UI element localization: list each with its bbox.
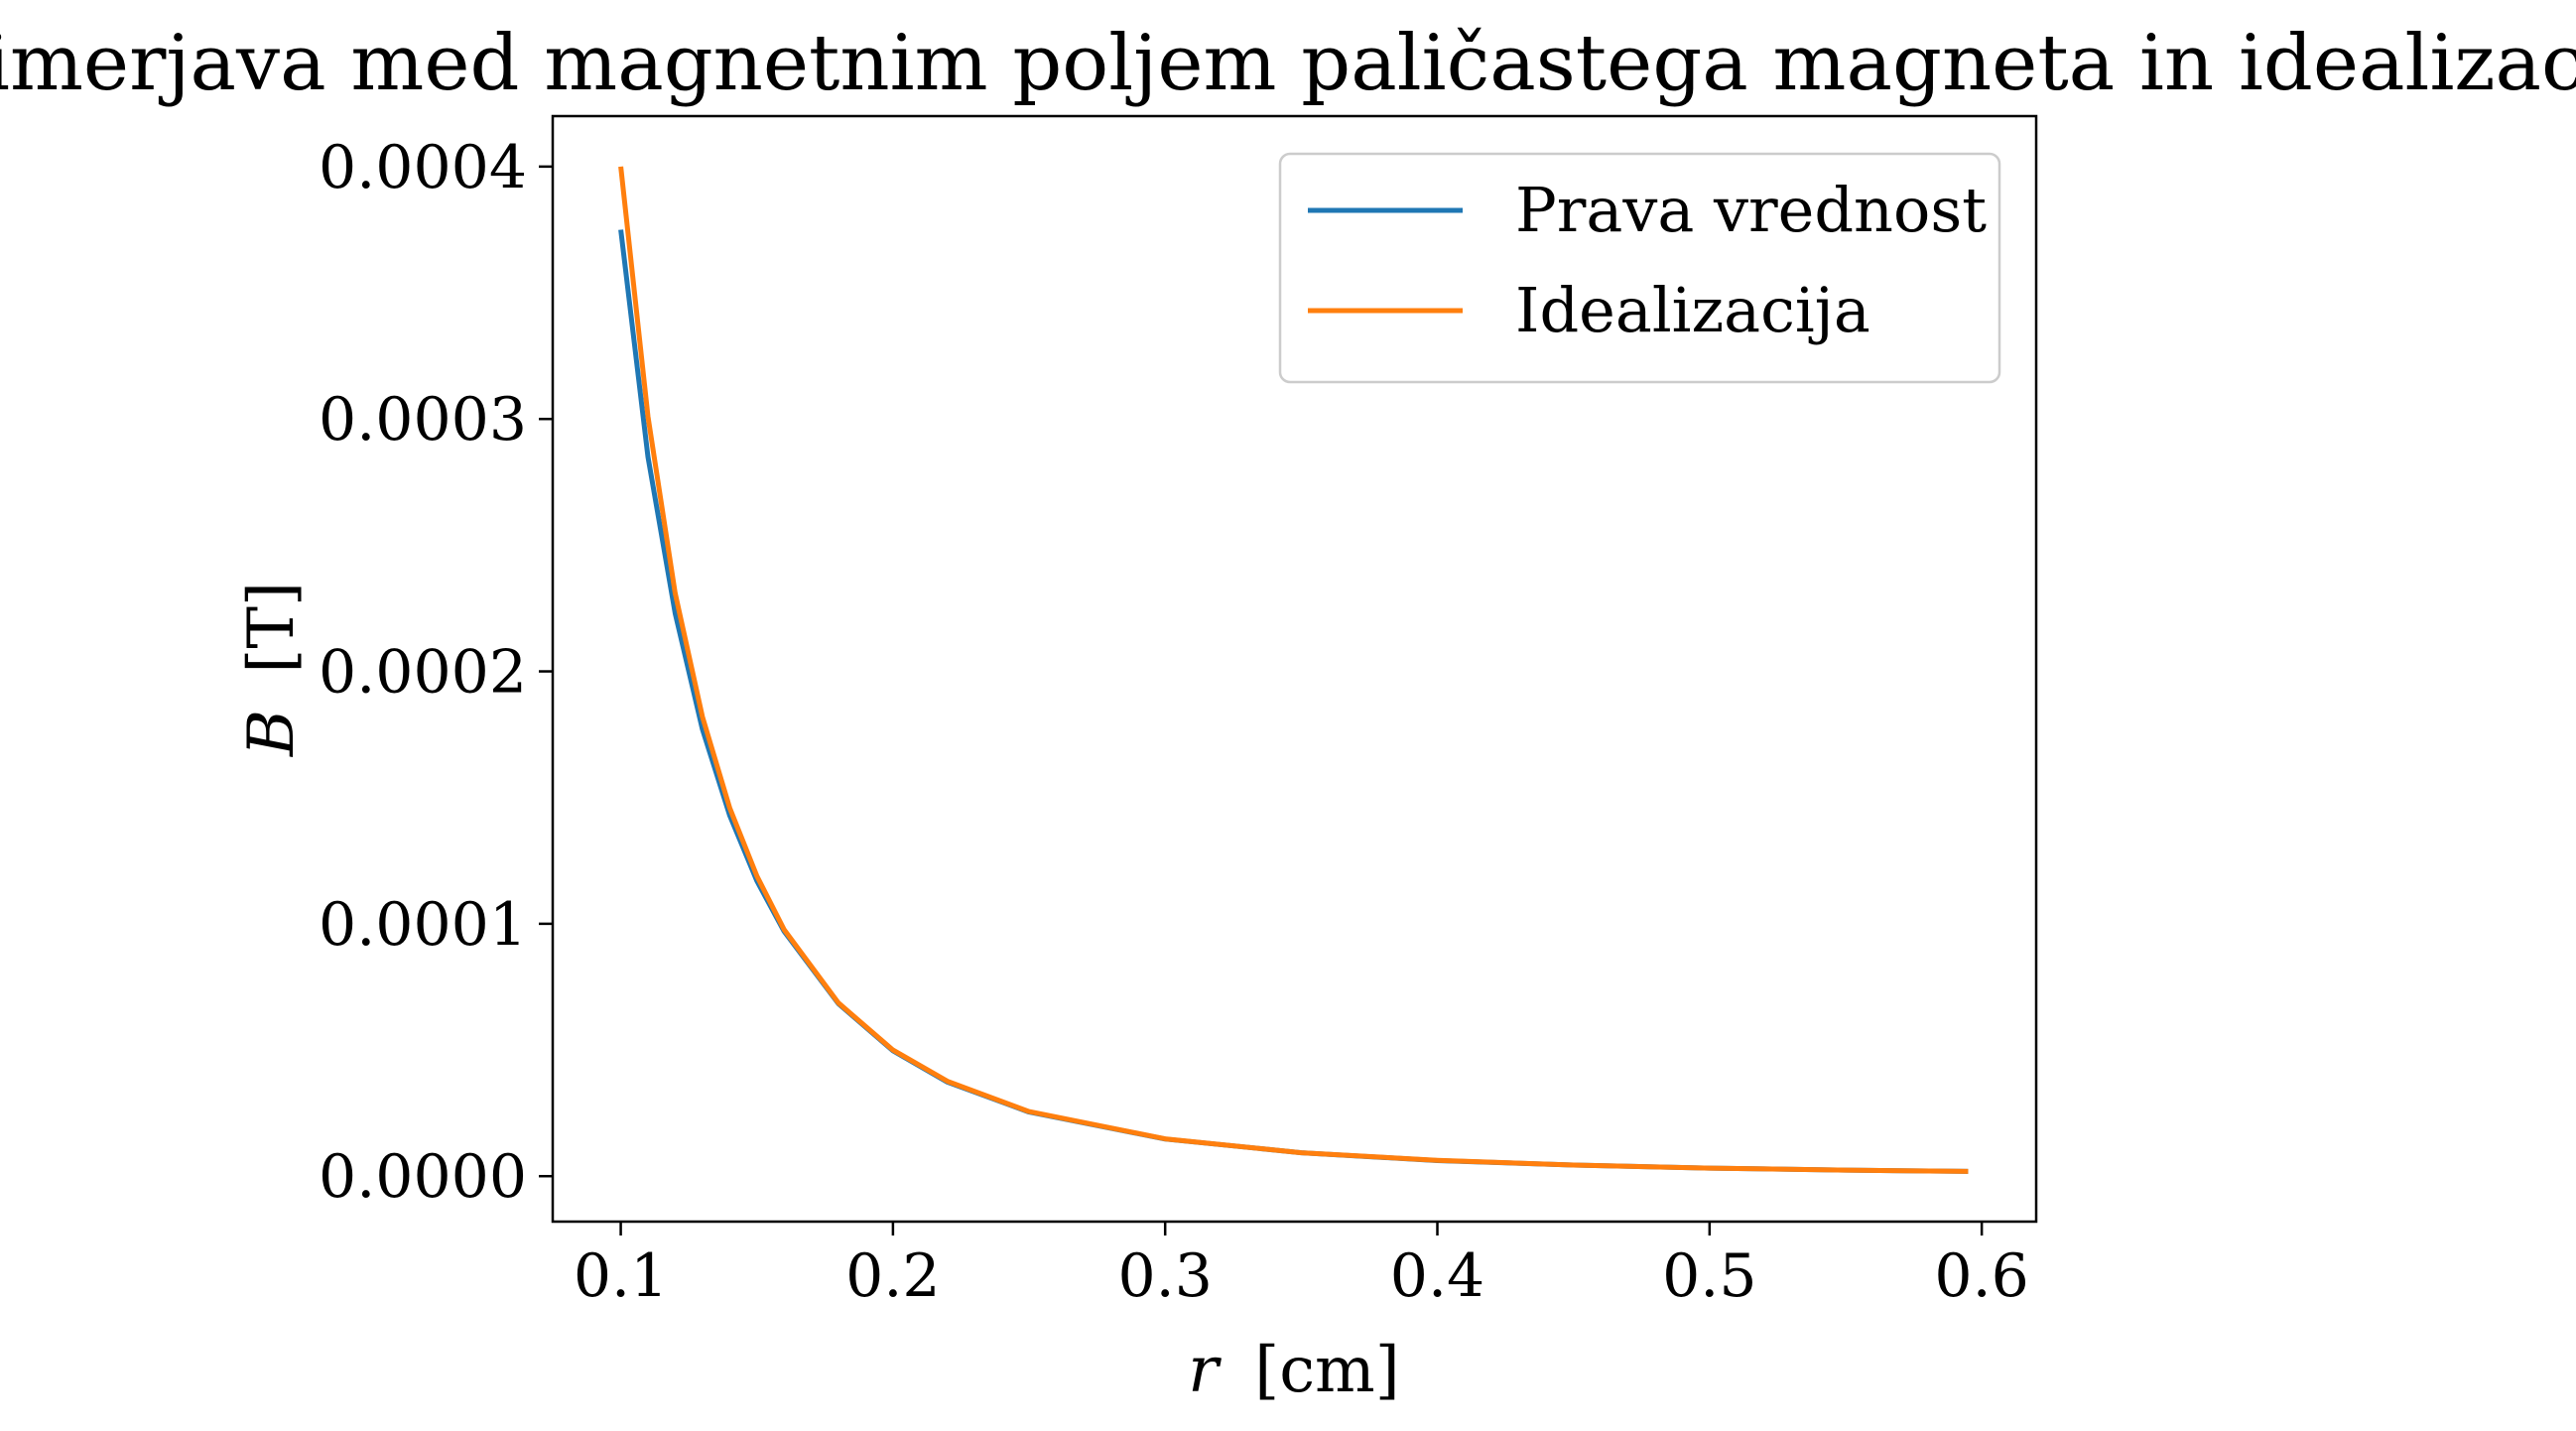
- y-tick-label: 0.0004: [319, 133, 527, 202]
- y-tick-label: 0.0003: [319, 385, 527, 455]
- plot-frame: [551, 114, 2038, 1224]
- x-axis-label: r [cm]: [1188, 1334, 1399, 1407]
- y-tick-label: 0.0002: [319, 638, 527, 708]
- x-axis-unit: [cm]: [1254, 1334, 1399, 1407]
- x-tick-label: 0.2: [845, 1241, 940, 1311]
- x-tick-label: 0.3: [1117, 1241, 1212, 1311]
- x-axis-variable: r: [1188, 1334, 1222, 1407]
- chart-title: Primerjava med magnetnim poljem paličast…: [0, 19, 2576, 108]
- y-axis-unit: [T]: [235, 582, 309, 674]
- series-line-idealizacija: [618, 166, 1969, 1174]
- legend-label-prava-vrednost: Prava vrednost: [1515, 174, 1987, 246]
- x-axis: 0.1 0.2 0.3 0.4 0.5 0.6: [574, 1222, 2029, 1311]
- x-tick-label: 0.4: [1390, 1241, 1484, 1311]
- y-axis: 0.0000 0.0001 0.0002 0.0003 0.0004: [319, 133, 553, 1212]
- x-tick-label: 0.1: [574, 1241, 668, 1311]
- y-tick-label: 0.0001: [319, 890, 527, 960]
- x-tick-label: 0.6: [1934, 1241, 2028, 1311]
- legend: Prava vrednost Idealizacija: [1278, 152, 2001, 384]
- y-axis-label: B [T]: [235, 582, 309, 757]
- y-axis-variable: B: [235, 710, 309, 757]
- x-tick-label: 0.5: [1662, 1241, 1756, 1311]
- legend-label-idealizacija: Idealizacija: [1515, 274, 1870, 346]
- y-tick-label: 0.0000: [319, 1142, 527, 1212]
- series-layer: [618, 166, 1969, 1174]
